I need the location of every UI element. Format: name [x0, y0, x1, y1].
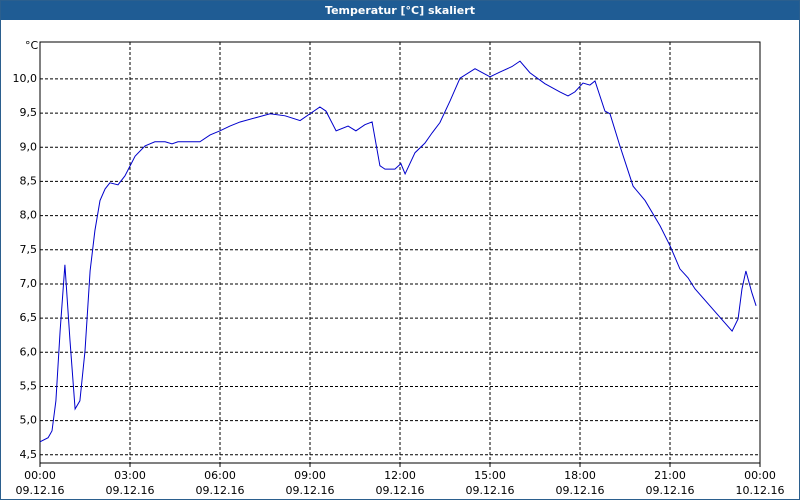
x-tick-date: 09.12.16 — [376, 484, 425, 497]
x-tick-date: 09.12.16 — [16, 484, 65, 497]
y-tick-label: 5,0 — [20, 414, 38, 427]
y-tick-label: 8,0 — [20, 209, 38, 222]
y-tick-label: 4,5 — [20, 448, 38, 461]
x-tick-label: 00:00 — [24, 469, 56, 482]
x-tick-label: 06:00 — [204, 469, 236, 482]
y-tick-label: 8,5 — [20, 174, 38, 187]
x-tick-label: 12:00 — [384, 469, 416, 482]
x-tick-date: 09.12.16 — [196, 484, 245, 497]
y-tick-label: 9,0 — [20, 140, 38, 153]
x-tick-label: 18:00 — [564, 469, 596, 482]
x-tick-label: 09:00 — [294, 469, 326, 482]
x-tick-label: 00:00 — [744, 469, 776, 482]
x-tick-date: 10.12.16 — [736, 484, 785, 497]
plot-frame — [39, 41, 761, 464]
x-tick-date: 09.12.16 — [106, 484, 155, 497]
y-tick-label: 7,0 — [20, 277, 38, 290]
x-tick-date: 09.12.16 — [646, 484, 695, 497]
y-tick-label: 10,0 — [13, 72, 38, 85]
x-tick-date: 09.12.16 — [556, 484, 605, 497]
x-tick-label: 15:00 — [474, 469, 506, 482]
unit-label: °C — [25, 39, 39, 52]
x-tick-label: 03:00 — [114, 469, 146, 482]
x-tick-label: 21:00 — [654, 469, 686, 482]
x-tick-date: 09.12.16 — [286, 484, 335, 497]
y-tick-label: 6,5 — [20, 311, 38, 324]
y-tick-label: 9,5 — [20, 106, 38, 119]
x-tick-date: 09.12.16 — [466, 484, 515, 497]
y-tick-label: 7,5 — [20, 243, 38, 256]
title-bar: Temperatur [°C] skaliert — [1, 1, 799, 20]
y-tick-label: 5,5 — [20, 379, 38, 392]
y-tick-label: 6,0 — [20, 345, 38, 358]
line-series — [39, 60, 757, 443]
chart: °C 4,5 5,0 5,5 6,0 6,5 7,0 7,5 8,0 8,5 9,0 9,5 10,0… — [13, 39, 785, 497]
